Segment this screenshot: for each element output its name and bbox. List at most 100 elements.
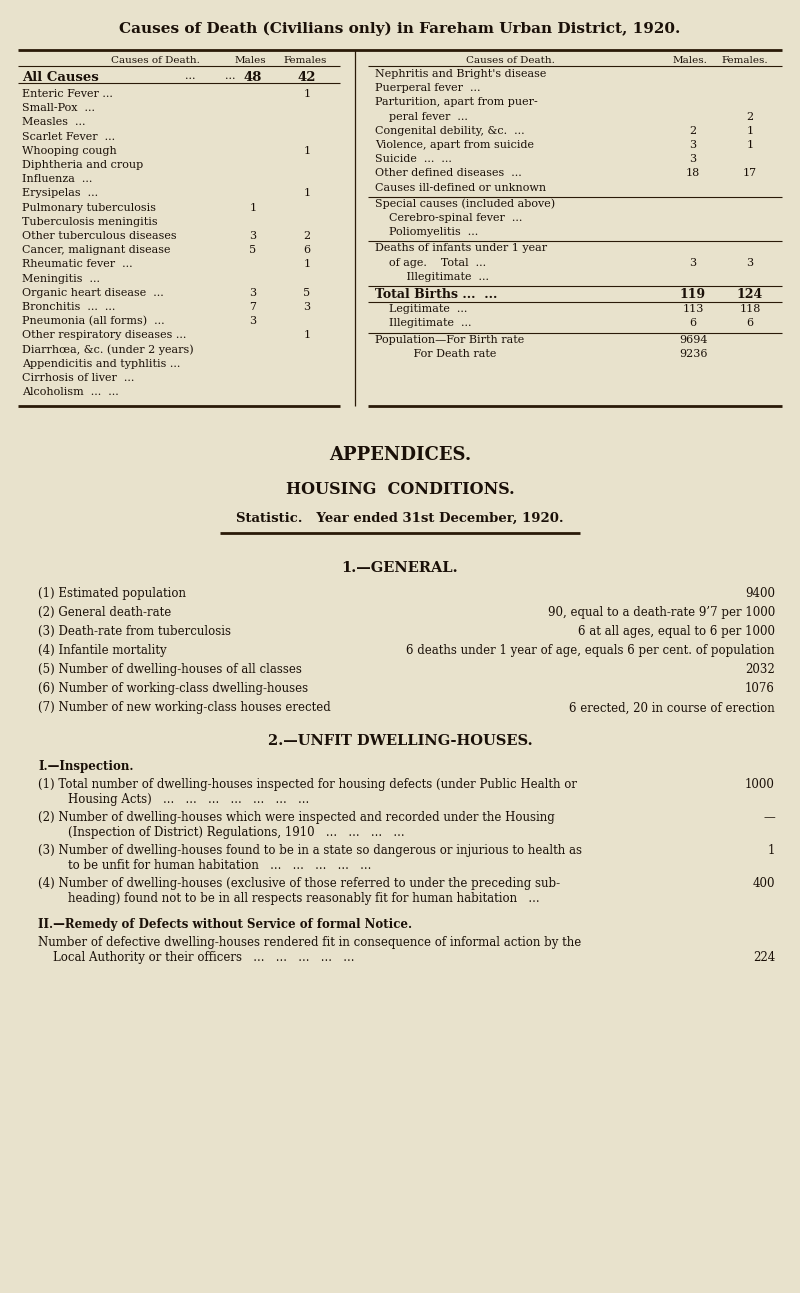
Text: Alcoholism  ...  ...: Alcoholism ... ... [22,387,118,397]
Text: II.—Remedy of Defects without Service of formal Notice.: II.—Remedy of Defects without Service of… [38,918,412,931]
Text: Scarlet Fever  ...: Scarlet Fever ... [22,132,115,142]
Text: 1000: 1000 [745,778,775,791]
Text: All Causes: All Causes [22,71,98,84]
Text: Organic heart disease  ...: Organic heart disease ... [22,288,164,297]
Text: I.—Inspection.: I.—Inspection. [38,760,134,773]
Text: 6 erected, 20 in course of erection: 6 erected, 20 in course of erection [570,701,775,715]
Text: 17: 17 [743,168,757,178]
Text: Causes of Death (Civilians only) in Fareham Urban District, 1920.: Causes of Death (Civilians only) in Fare… [119,22,681,36]
Text: 1076: 1076 [745,683,775,696]
Text: Causes of Death.: Causes of Death. [110,56,199,65]
Text: 3: 3 [303,303,310,312]
Text: Other tuberculous diseases: Other tuberculous diseases [22,231,177,240]
Text: Enteric Fever ...: Enteric Fever ... [22,89,113,100]
Text: 1: 1 [768,844,775,857]
Text: 5: 5 [250,246,257,255]
Text: 3: 3 [746,257,754,268]
Text: 119: 119 [680,288,706,301]
Text: Females: Females [283,56,326,65]
Text: Bronchitis  ...  ...: Bronchitis ... ... [22,303,115,312]
Text: Violence, apart from suicide: Violence, apart from suicide [375,140,534,150]
Text: Males.: Males. [673,56,707,65]
Text: Puerperal fever  ...: Puerperal fever ... [375,83,481,93]
Text: (7) Number of new working-class houses erected: (7) Number of new working-class houses e… [38,701,330,715]
Text: Population—For Birth rate: Population—For Birth rate [375,335,524,345]
Text: 1: 1 [746,125,754,136]
Text: 2: 2 [690,125,697,136]
Text: Causes of Death.: Causes of Death. [466,56,554,65]
Text: 90, equal to a death-rate 9’7 per 1000: 90, equal to a death-rate 9’7 per 1000 [548,606,775,619]
Text: Legitimate  ...: Legitimate ... [375,304,467,314]
Text: 400: 400 [753,878,775,891]
Text: 6: 6 [690,318,697,328]
Text: 1: 1 [746,140,754,150]
Text: For Death rate: For Death rate [375,349,496,358]
Text: Whooping cough: Whooping cough [22,146,117,155]
Text: Congenital debility, &c.  ...: Congenital debility, &c. ... [375,125,525,136]
Text: 9236: 9236 [678,349,707,358]
Text: (4) Number of dwelling-houses (exclusive of those referred to under the precedin: (4) Number of dwelling-houses (exclusive… [38,878,560,891]
Text: 2032: 2032 [746,663,775,676]
Text: 48: 48 [244,71,262,84]
Text: 18: 18 [686,168,700,178]
Text: 1: 1 [303,189,310,198]
Text: ...: ... [225,71,235,81]
Text: Erysipelas  ...: Erysipelas ... [22,189,98,198]
Text: 1: 1 [303,89,310,100]
Text: (2) Number of dwelling-houses which were inspected and recorded under the Housin: (2) Number of dwelling-houses which were… [38,812,554,825]
Text: 7: 7 [250,303,257,312]
Text: (4) Infantile mortality: (4) Infantile mortality [38,644,166,657]
Text: (5) Number of dwelling-houses of all classes: (5) Number of dwelling-houses of all cla… [38,663,302,676]
Text: peral fever  ...: peral fever ... [375,111,468,122]
Text: Cancer, malignant disease: Cancer, malignant disease [22,246,170,255]
Text: Housing Acts)   ...   ...   ...   ...   ...   ...   ...: Housing Acts) ... ... ... ... ... ... ..… [38,794,310,807]
Text: Pulmonary tuberculosis: Pulmonary tuberculosis [22,203,156,212]
Text: Cerebro-spinal fever  ...: Cerebro-spinal fever ... [375,213,522,222]
Text: (6) Number of working-class dwelling-houses: (6) Number of working-class dwelling-hou… [38,683,308,696]
Text: Statistic.   Year ended 31st December, 1920.: Statistic. Year ended 31st December, 192… [236,512,564,525]
Text: Illegitimate  ...: Illegitimate ... [375,318,471,328]
Text: 9694: 9694 [678,335,707,345]
Text: 6 deaths under 1 year of age, equals 6 per cent. of population: 6 deaths under 1 year of age, equals 6 p… [406,644,775,657]
Text: 3: 3 [250,288,257,297]
Text: Diarrhœa, &c. (under 2 years): Diarrhœa, &c. (under 2 years) [22,345,194,356]
Text: HOUSING  CONDITIONS.: HOUSING CONDITIONS. [286,481,514,498]
Text: 6: 6 [746,318,754,328]
Text: Appendicitis and typhlitis ...: Appendicitis and typhlitis ... [22,358,180,369]
Text: 113: 113 [682,304,704,314]
Text: (3) Death-rate from tuberculosis: (3) Death-rate from tuberculosis [38,626,231,639]
Text: 9400: 9400 [745,587,775,600]
Text: Local Authority or their officers   ...   ...   ...   ...   ...: Local Authority or their officers ... ..… [38,952,354,965]
Text: 1: 1 [303,146,310,155]
Text: Illegitimate  ...: Illegitimate ... [375,272,489,282]
Text: 1.—GENERAL.: 1.—GENERAL. [342,561,458,575]
Text: 3: 3 [250,231,257,240]
Text: to be unfit for human habitation   ...   ...   ...   ...   ...: to be unfit for human habitation ... ...… [38,860,371,873]
Text: 2.—UNFIT DWELLING-HOUSES.: 2.—UNFIT DWELLING-HOUSES. [268,734,532,749]
Text: Deaths of infants under 1 year: Deaths of infants under 1 year [375,243,547,253]
Text: APPENDICES.: APPENDICES. [329,446,471,464]
Text: Other defined diseases  ...: Other defined diseases ... [375,168,522,178]
Text: Diphtheria and croup: Diphtheria and croup [22,160,143,169]
Text: Meningitis  ...: Meningitis ... [22,274,100,283]
Text: 5: 5 [303,288,310,297]
Text: 3: 3 [690,257,697,268]
Text: Males: Males [234,56,266,65]
Text: Measles  ...: Measles ... [22,118,86,128]
Text: Parturition, apart from puer-: Parturition, apart from puer- [375,97,538,107]
Text: Poliomyelitis  ...: Poliomyelitis ... [375,228,478,237]
Text: (1) Total number of dwelling-houses inspected for housing defects (under Public : (1) Total number of dwelling-houses insp… [38,778,577,791]
Text: Total Births ...  ...: Total Births ... ... [375,288,498,301]
Text: ...: ... [185,71,195,81]
Text: 224: 224 [753,952,775,965]
Text: 6: 6 [303,246,310,255]
Text: (Inspection of District) Regulations, 1910   ...   ...   ...   ...: (Inspection of District) Regulations, 19… [38,826,405,839]
Text: 3: 3 [690,154,697,164]
Text: 1: 1 [303,331,310,340]
Text: 2: 2 [303,231,310,240]
Text: Suicide  ...  ...: Suicide ... ... [375,154,452,164]
Text: 118: 118 [739,304,761,314]
Text: 1: 1 [250,203,257,212]
Text: heading) found not to be in all respects reasonably fit for human habitation   .: heading) found not to be in all respects… [38,892,540,905]
Text: Tuberculosis meningitis: Tuberculosis meningitis [22,217,158,226]
